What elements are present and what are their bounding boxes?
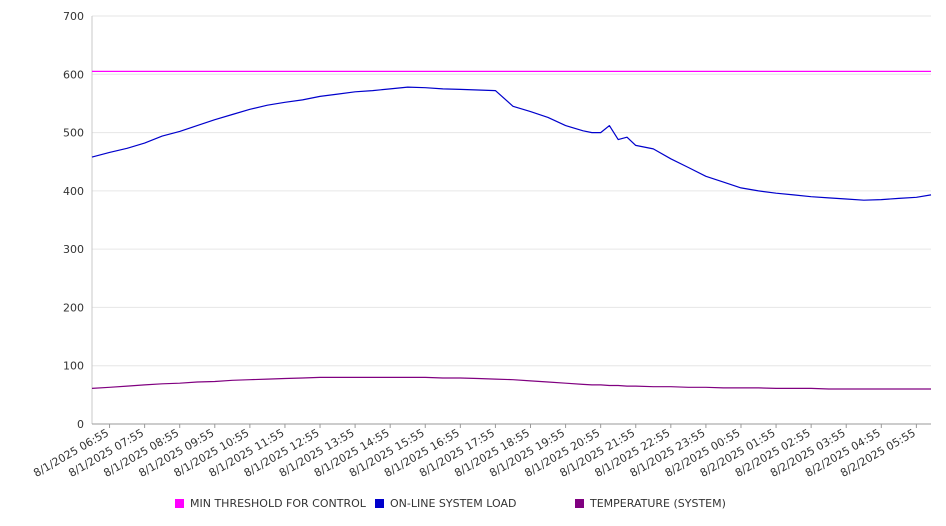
x-axis: 8/1/2025 06:558/1/2025 07:558/1/2025 08:…	[31, 423, 931, 480]
legend-label-temperature: TEMPERATURE (SYSTEM)	[590, 497, 726, 510]
legend-swatch-min-threshold	[175, 499, 184, 508]
legend-item-online-system-load[interactable]: ON-LINE SYSTEM LOAD	[375, 497, 516, 510]
legend-label-online-system-load: ON-LINE SYSTEM LOAD	[390, 497, 517, 510]
legend-swatch-online-system-load	[375, 499, 384, 508]
legend-swatch-temperature	[575, 499, 584, 508]
y-tick-label: 500	[63, 127, 84, 140]
y-tick-label: 300	[63, 243, 84, 256]
grid-lines	[92, 15, 931, 367]
series-line-2	[91, 376, 931, 390]
legend-item-temperature[interactable]: TEMPERATURE (SYSTEM)	[575, 497, 726, 510]
y-tick-label: 400	[63, 185, 84, 198]
y-tick-label: 100	[63, 360, 84, 373]
legend-label-min-threshold: MIN THRESHOLD FOR CONTROL	[190, 497, 366, 510]
y-tick-label: 0	[77, 418, 84, 431]
series-line-1	[91, 86, 932, 201]
legend-item-min-threshold[interactable]: MIN THRESHOLD FOR CONTROL	[175, 497, 366, 510]
y-tick-label: 600	[63, 68, 84, 81]
chart-legend: MIN THRESHOLD FOR CONTROL ON-LINE SYSTEM…	[0, 497, 946, 515]
y-axis: 0 100 200 300 400 500 600 700	[63, 10, 93, 431]
y-tick-label: 700	[63, 10, 84, 23]
y-tick-label: 200	[63, 301, 84, 314]
series-lines	[91, 70, 932, 390]
